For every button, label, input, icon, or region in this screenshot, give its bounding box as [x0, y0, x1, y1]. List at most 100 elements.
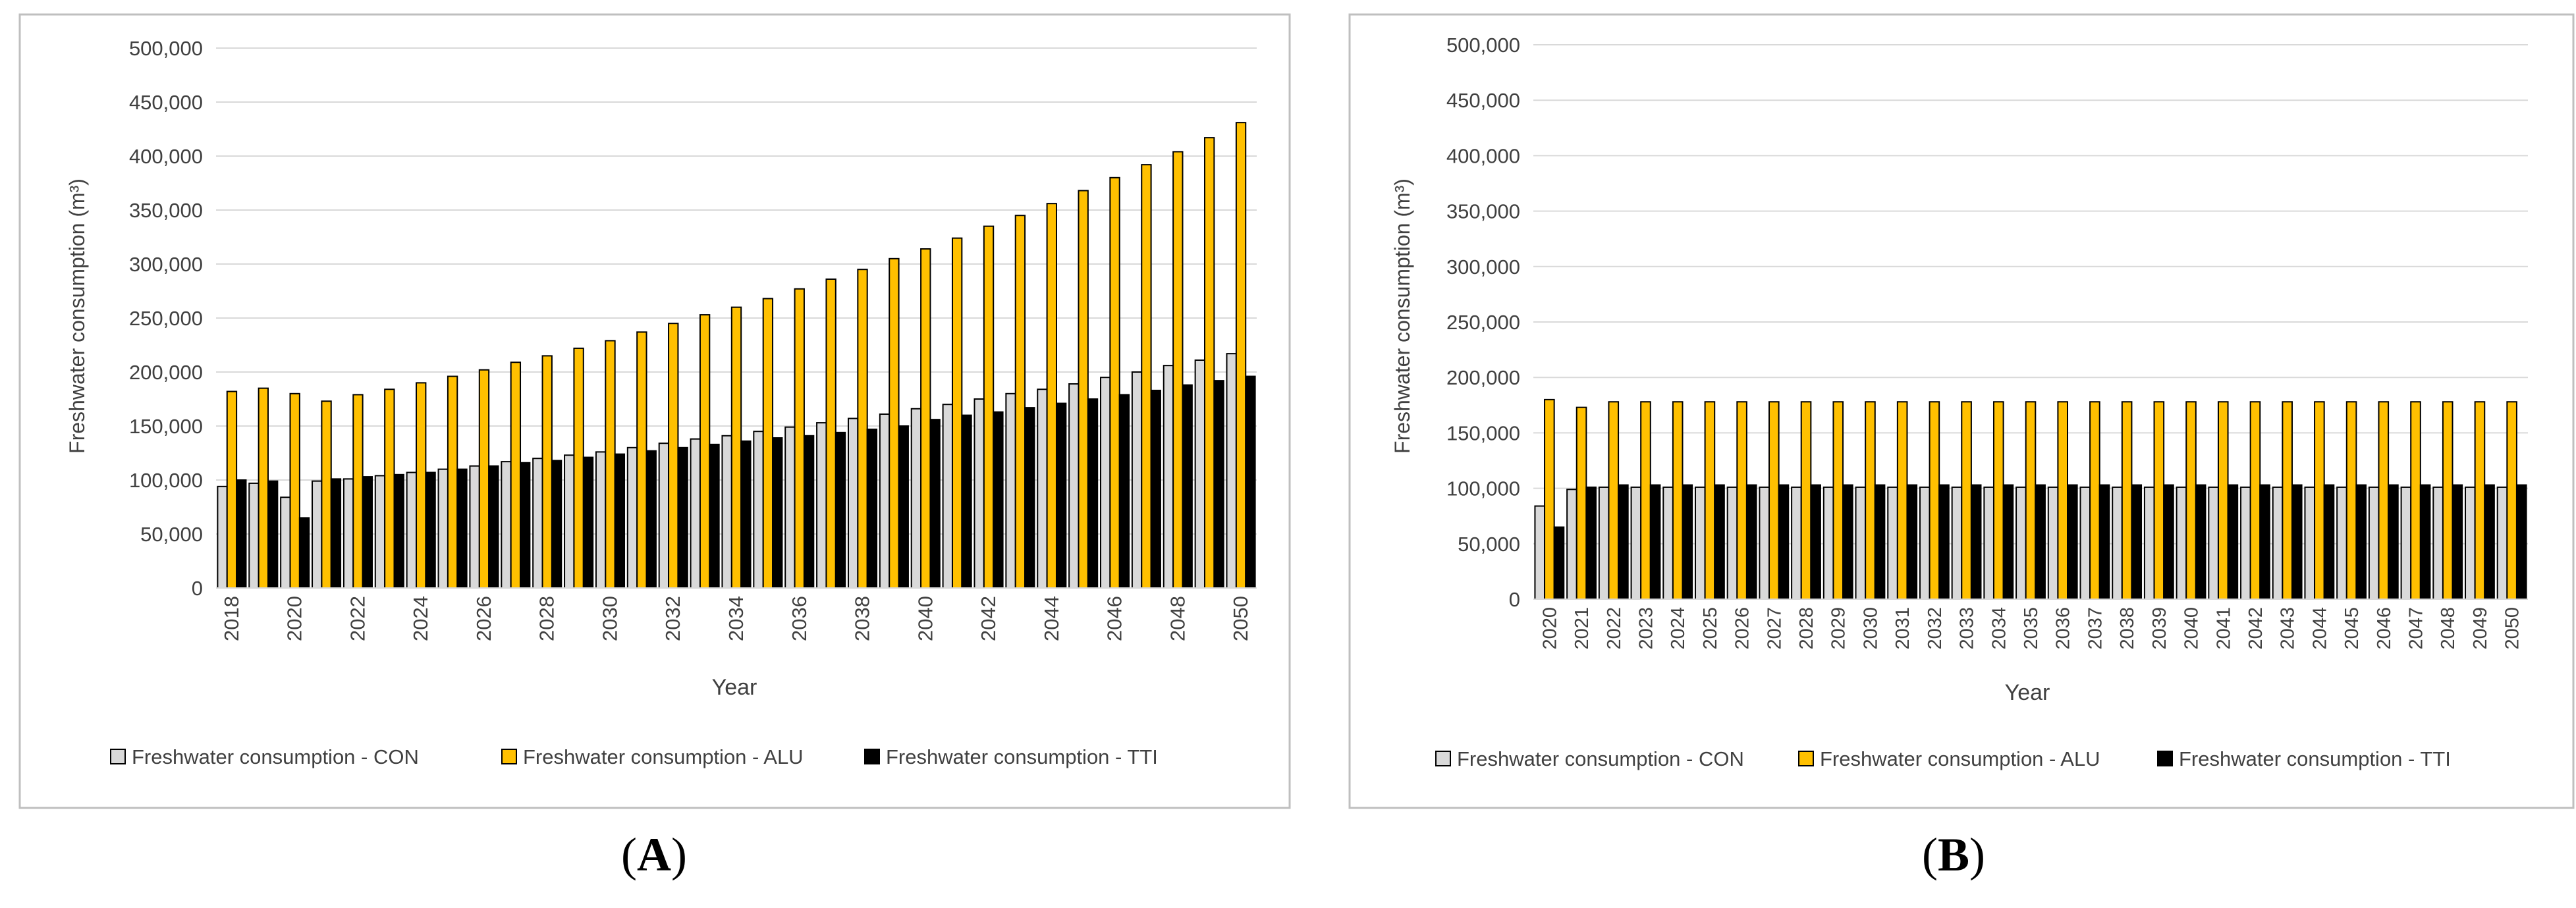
panel-b-bar-alu-2045	[2345, 401, 2357, 600]
panel-a-bar-con-2037	[816, 422, 827, 589]
panel-a-x-tick-label: 2048	[1166, 596, 1189, 641]
panel-b-x-tick-label: 2047	[2406, 607, 2427, 650]
panel-a-x-tick-label: 2044	[1040, 596, 1063, 641]
panel-a-bar-alu-2038	[857, 269, 868, 589]
panel-a-bar-alu-2047	[1141, 164, 1152, 589]
panel-b-bar-tti-2041	[2227, 484, 2239, 600]
panel-a-y-tick-label: 400,000	[129, 145, 203, 168]
panel-a-y-tick-label: 300,000	[129, 253, 203, 276]
panel-a-bar-alu-2018	[226, 390, 238, 589]
panel-b-x-tick-label: 2037	[2085, 607, 2106, 650]
panel-a-bar-con-2041	[942, 404, 953, 589]
panel-a-bar-con-2021	[312, 480, 323, 589]
panel-b-bar-tti-2047	[2419, 484, 2431, 600]
panel-b-legend-swatch-tti	[2157, 751, 2173, 766]
panel-b-bar-alu-2025	[1704, 401, 1716, 600]
panel-a-y-tick-label: 250,000	[129, 307, 203, 330]
panel-b-bar-tti-2024	[1682, 484, 1693, 600]
panel-b-bar-con-2043	[2272, 486, 2284, 601]
panel-a-bar-alu-2042	[983, 225, 995, 589]
panel-b-xlabel: Year	[2005, 680, 2050, 705]
panel-a-bar-alu-2029	[573, 347, 584, 589]
panel-a-bar-tti-2035	[772, 437, 783, 589]
panel-b-bar-alu-2039	[2153, 401, 2165, 600]
panel-b-bar-tti-2043	[2291, 484, 2303, 600]
panel-a-bar-alu-2039	[889, 257, 900, 589]
panel-a-x-tick-label: 2026	[472, 596, 495, 641]
panel-a-x-tick-label: 2020	[283, 596, 306, 641]
panel-a-bar-con-2036	[784, 426, 796, 589]
panel-b-bar-alu-2037	[2089, 401, 2100, 600]
panel-b-bar-alu-2024	[1672, 401, 1684, 600]
panel-b-bar-con-2023	[1630, 486, 1642, 601]
panel-a-bar-tti-2033	[709, 443, 720, 589]
panel-a-bar-alu-2048	[1172, 151, 1184, 589]
panel-b-x-tick-label: 2038	[2117, 607, 2138, 650]
panel-a-bar-tti-2049	[1213, 380, 1224, 589]
panel-a-bar-tti-2039	[898, 425, 909, 589]
panel-a-y-tick-label: 0	[192, 577, 203, 600]
panel-a-legend-swatch-alu	[501, 749, 517, 764]
panel-b-x-tick-label: 2023	[1635, 607, 1657, 650]
panel-b-legend-label-con: Freshwater consumption - CON	[1457, 747, 1744, 770]
panel-a-y-tick-label: 150,000	[129, 415, 203, 438]
panel-a-bar-tti-2019	[267, 480, 279, 589]
panel-b-bar-alu-2026	[1736, 401, 1747, 600]
panel-b-bar-alu-2042	[2249, 401, 2261, 600]
panel-a-bar-alu-2041	[951, 237, 963, 589]
panel-b-bar-tti-2038	[2131, 484, 2143, 600]
panel-b-bar-alu-2021	[1576, 406, 1587, 601]
panel-a-plot: 0 50,000 100,000 150,000 200,000 250,000 300,0…	[129, 37, 1257, 641]
panel-a-bar-tti-2021	[330, 478, 342, 589]
panel-a-y-tick-label: 350,000	[129, 199, 203, 222]
panel-b-bar-alu-2047	[2410, 401, 2421, 600]
panel-a-x-tick-label: 2040	[914, 596, 937, 641]
panel-a-bar-con-2035	[753, 431, 764, 589]
panel-a-x-tick-label: 2032	[661, 596, 684, 641]
panel-a-bar-alu-2034	[730, 306, 742, 589]
panel-a-legend-label-con: Freshwater consumption - CON	[132, 745, 419, 768]
panel-a-bar-con-2040	[910, 408, 922, 589]
panel-b-x-tick-label: 2039	[2149, 607, 2170, 650]
panel-a-bar-tti-2034	[740, 440, 752, 589]
panel-a-legend-label-alu: Freshwater consumption - ALU	[523, 745, 804, 768]
panel-b-x-tick-label: 2049	[2470, 607, 2491, 650]
panel-b-bar-tti-2032	[1938, 484, 1950, 600]
panel-b-x-tick-label: 2022	[1604, 607, 1625, 650]
panel-a-bar-tti-2038	[866, 428, 878, 589]
panel-b-bar-tti-2033	[1970, 484, 1982, 600]
panel-b-bar-con-2024	[1662, 486, 1674, 601]
panel-a-bar-con-2030	[595, 451, 607, 589]
panel-b-bar-alu-2044	[2314, 401, 2325, 600]
panel-a-border	[18, 13, 1291, 809]
panel-b-y-tick-label: 200,000	[1446, 366, 1520, 389]
panel-b-x-tick-label: 2046	[2374, 607, 2395, 650]
panel-b-label: (B)	[1922, 828, 1985, 881]
panel-b-bar-alu-2029	[1832, 401, 1844, 600]
panel-a-bar-con-2049	[1194, 359, 1205, 589]
panel-a-x-tick-label: 2034	[725, 596, 748, 641]
panel-a-label-letter: A	[637, 828, 671, 881]
panel-b-bar-con-2040	[2176, 486, 2187, 601]
panel-b-bar-tti-2044	[2323, 484, 2335, 600]
panel-b-bar-tti-2036	[2067, 484, 2078, 600]
panel-a-bar-alu-2021	[321, 400, 332, 589]
panel-b-bar-alu-2027	[1768, 401, 1780, 600]
panel-a-bar-con-2039	[879, 413, 891, 589]
panel-a-label: (A)	[621, 828, 687, 881]
panel-a-x-tick-label: 2046	[1103, 596, 1126, 641]
panel-b-x-tick-label: 2031	[1892, 607, 1913, 650]
panel-b-bar-con-2048	[2432, 486, 2444, 601]
panel-a-bar-alu-2037	[825, 278, 836, 589]
panel-a-bar-alu-2026	[478, 369, 490, 589]
panel-b-bar-con-2025	[1694, 486, 1706, 601]
panel-b-label-close: )	[1969, 828, 1985, 881]
panel-b-bar-tti-2048	[2452, 484, 2463, 600]
panel-b-x-tick-label: 2032	[1925, 607, 1946, 650]
panel-a-bar-con-2044	[1037, 388, 1048, 589]
panel-a-bar-tti-2036	[803, 435, 815, 589]
panel-b-bar-con-2039	[2143, 486, 2155, 601]
panel-a-bar-tti-2028	[551, 460, 562, 589]
panel-b-x-tick-label: 2025	[1700, 607, 1721, 650]
